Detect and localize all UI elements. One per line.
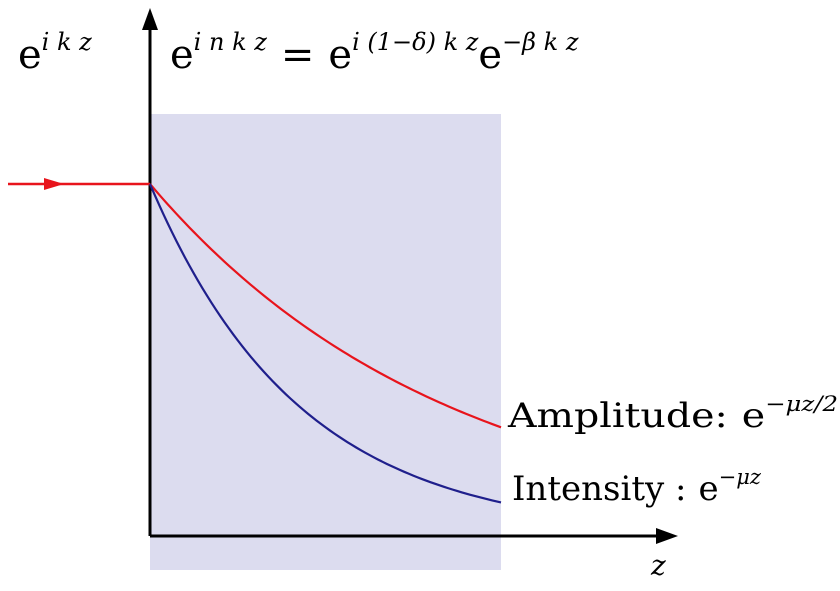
z-axis-arrowhead <box>656 528 678 544</box>
amplitude-label: Amplitude: e −μz/2 <box>507 392 838 436</box>
incident-wave-label: ei k z <box>18 28 92 78</box>
intensity-label: Intensity : e−μz <box>512 465 762 509</box>
medium-region <box>150 114 501 570</box>
z-axis-label: z <box>650 549 666 582</box>
vertical-axis-arrowhead <box>142 8 158 30</box>
incident-wave-arrowhead <box>44 178 64 190</box>
intensity-decay-curve <box>148 183 502 504</box>
amplitude-decay-curve <box>149 183 502 429</box>
medium-wave-equation: ei n k z = ei (1−δ) k ze−β k z <box>170 28 579 78</box>
